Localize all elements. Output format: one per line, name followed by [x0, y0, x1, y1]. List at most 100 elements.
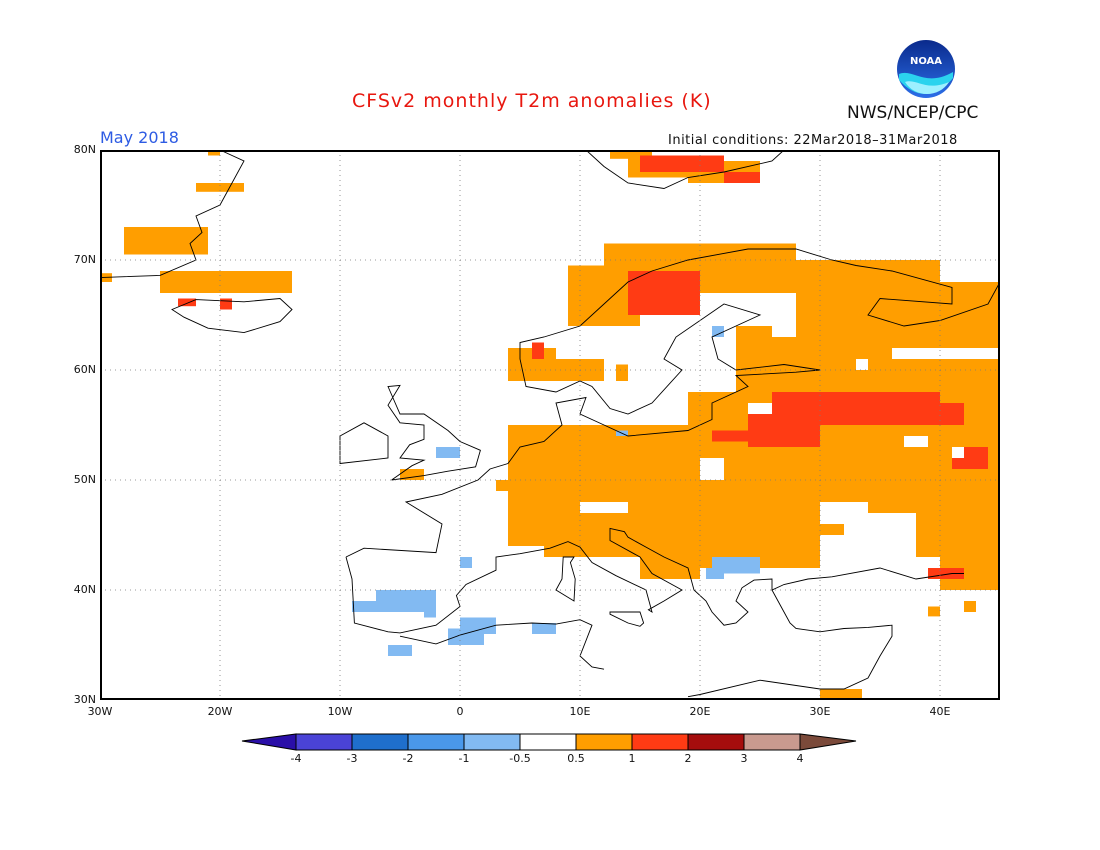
anomaly-cell [706, 568, 724, 579]
anomaly-cell [532, 342, 544, 359]
anomaly-cell [580, 502, 628, 513]
map-frame [100, 150, 1000, 700]
anomaly-cell [964, 502, 1000, 535]
colorbar-label: -4 [290, 752, 302, 765]
agency-label: NWS/NCEP/CPC [847, 103, 979, 123]
anomaly-cell [178, 298, 196, 307]
anomaly-cell [820, 502, 868, 524]
anomaly-cell [712, 326, 724, 337]
grid-lines [100, 150, 1000, 700]
coastlines [100, 150, 1000, 698]
longitude-label: 0 [456, 705, 464, 718]
anomaly-cell [892, 348, 1000, 359]
anomaly-cell [928, 568, 964, 579]
colorbar-label: -1 [458, 752, 470, 765]
anomaly-cell [124, 227, 208, 255]
anomaly-cell [160, 271, 292, 293]
anomaly-cell [664, 271, 700, 293]
colorbar-swatch [519, 733, 577, 751]
anomaly-cell [904, 436, 928, 447]
coastline [399, 619, 605, 670]
colorbar-swatch [743, 733, 801, 751]
colorbar-swatch [687, 733, 745, 751]
longitude-label: 40E [929, 705, 951, 718]
anomaly-cell [352, 601, 376, 612]
coastline [555, 556, 576, 602]
anomaly-cell [724, 172, 760, 183]
coastline [387, 384, 481, 481]
colorbar-swatch [407, 733, 465, 751]
colorbar-label: 0.5 [567, 752, 585, 765]
anomaly-cell [928, 606, 940, 617]
anomaly-cell [532, 623, 556, 634]
anomaly-cell [796, 260, 940, 293]
anomaly-cell [964, 601, 976, 612]
anomaly-cell [712, 430, 748, 442]
longitude-label: 20E [689, 705, 711, 718]
anomaly-cell [640, 546, 700, 579]
anomaly-cell [748, 403, 772, 414]
coastline [100, 150, 245, 279]
colorbar-swatch [241, 733, 297, 751]
anomaly-cell [544, 359, 604, 381]
anomaly-cell [496, 480, 520, 491]
anomaly-cell [424, 606, 436, 618]
anomaly-cell [952, 447, 964, 458]
anomaly-cell [376, 590, 436, 612]
coastline [345, 527, 964, 634]
anomaly-cell [196, 183, 244, 192]
latitude-label: 40N [73, 583, 96, 596]
anomaly-cell [208, 150, 220, 156]
colorbar-label: -0.5 [509, 752, 531, 765]
colorbar-swatch [575, 733, 633, 751]
colorbar [241, 733, 857, 751]
colorbar-swatch [799, 733, 857, 751]
colorbar-label: 3 [740, 752, 748, 765]
longitude-label: 20W [207, 705, 233, 718]
anomaly-cell [460, 617, 496, 634]
anomaly-cell [640, 155, 724, 172]
latitude-label: 80N [73, 143, 96, 156]
initial-conditions-label: Initial conditions: 22Mar2018–31Mar2018 [668, 133, 958, 148]
svg-text:NOAA: NOAA [910, 56, 942, 67]
anomaly-cell [400, 469, 424, 480]
anomaly-cell [610, 150, 652, 159]
anomaly-cell [220, 298, 232, 310]
anomaly-cell [700, 458, 724, 480]
colorbar-swatch [631, 733, 689, 751]
anomaly-cell [460, 557, 472, 568]
anomaly-cell [856, 359, 868, 370]
coastline [609, 611, 645, 627]
colorbar-label: -2 [402, 752, 414, 765]
colorbar-label: -3 [346, 752, 358, 765]
month-label: May 2018 [100, 128, 179, 147]
anomaly-cell [844, 282, 1000, 359]
latitude-label: 50N [73, 473, 96, 486]
colorbar-label: 1 [628, 752, 636, 765]
anomaly-cell [916, 403, 964, 425]
colorbar-label: 2 [684, 752, 692, 765]
noaa-logo: NOAA [897, 40, 955, 98]
anomaly-cell [820, 689, 862, 700]
map-title: CFSv2 monthly T2m anomalies (K) [352, 90, 712, 112]
latitude-label: 70N [73, 253, 96, 266]
coastline [339, 422, 389, 465]
anomaly-cell [436, 447, 460, 458]
longitude-label: 10E [569, 705, 591, 718]
longitude-label: 10W [327, 705, 353, 718]
longitude-label: 30W [87, 705, 113, 718]
colorbar-swatch [295, 733, 353, 751]
anomaly-cells [100, 150, 1000, 700]
coastline [687, 589, 893, 698]
colorbar-swatch [351, 733, 409, 751]
coastline [345, 248, 1000, 558]
longitude-label: 30E [809, 705, 831, 718]
coastline [585, 150, 785, 189]
colorbar-label: 4 [796, 752, 804, 765]
anomaly-cell [748, 414, 820, 447]
anomaly-cell [616, 364, 628, 381]
anomaly-cell [772, 315, 796, 337]
latitude-label: 30N [73, 693, 96, 706]
colorbar-swatch [463, 733, 521, 751]
anomaly-map [100, 150, 1000, 700]
